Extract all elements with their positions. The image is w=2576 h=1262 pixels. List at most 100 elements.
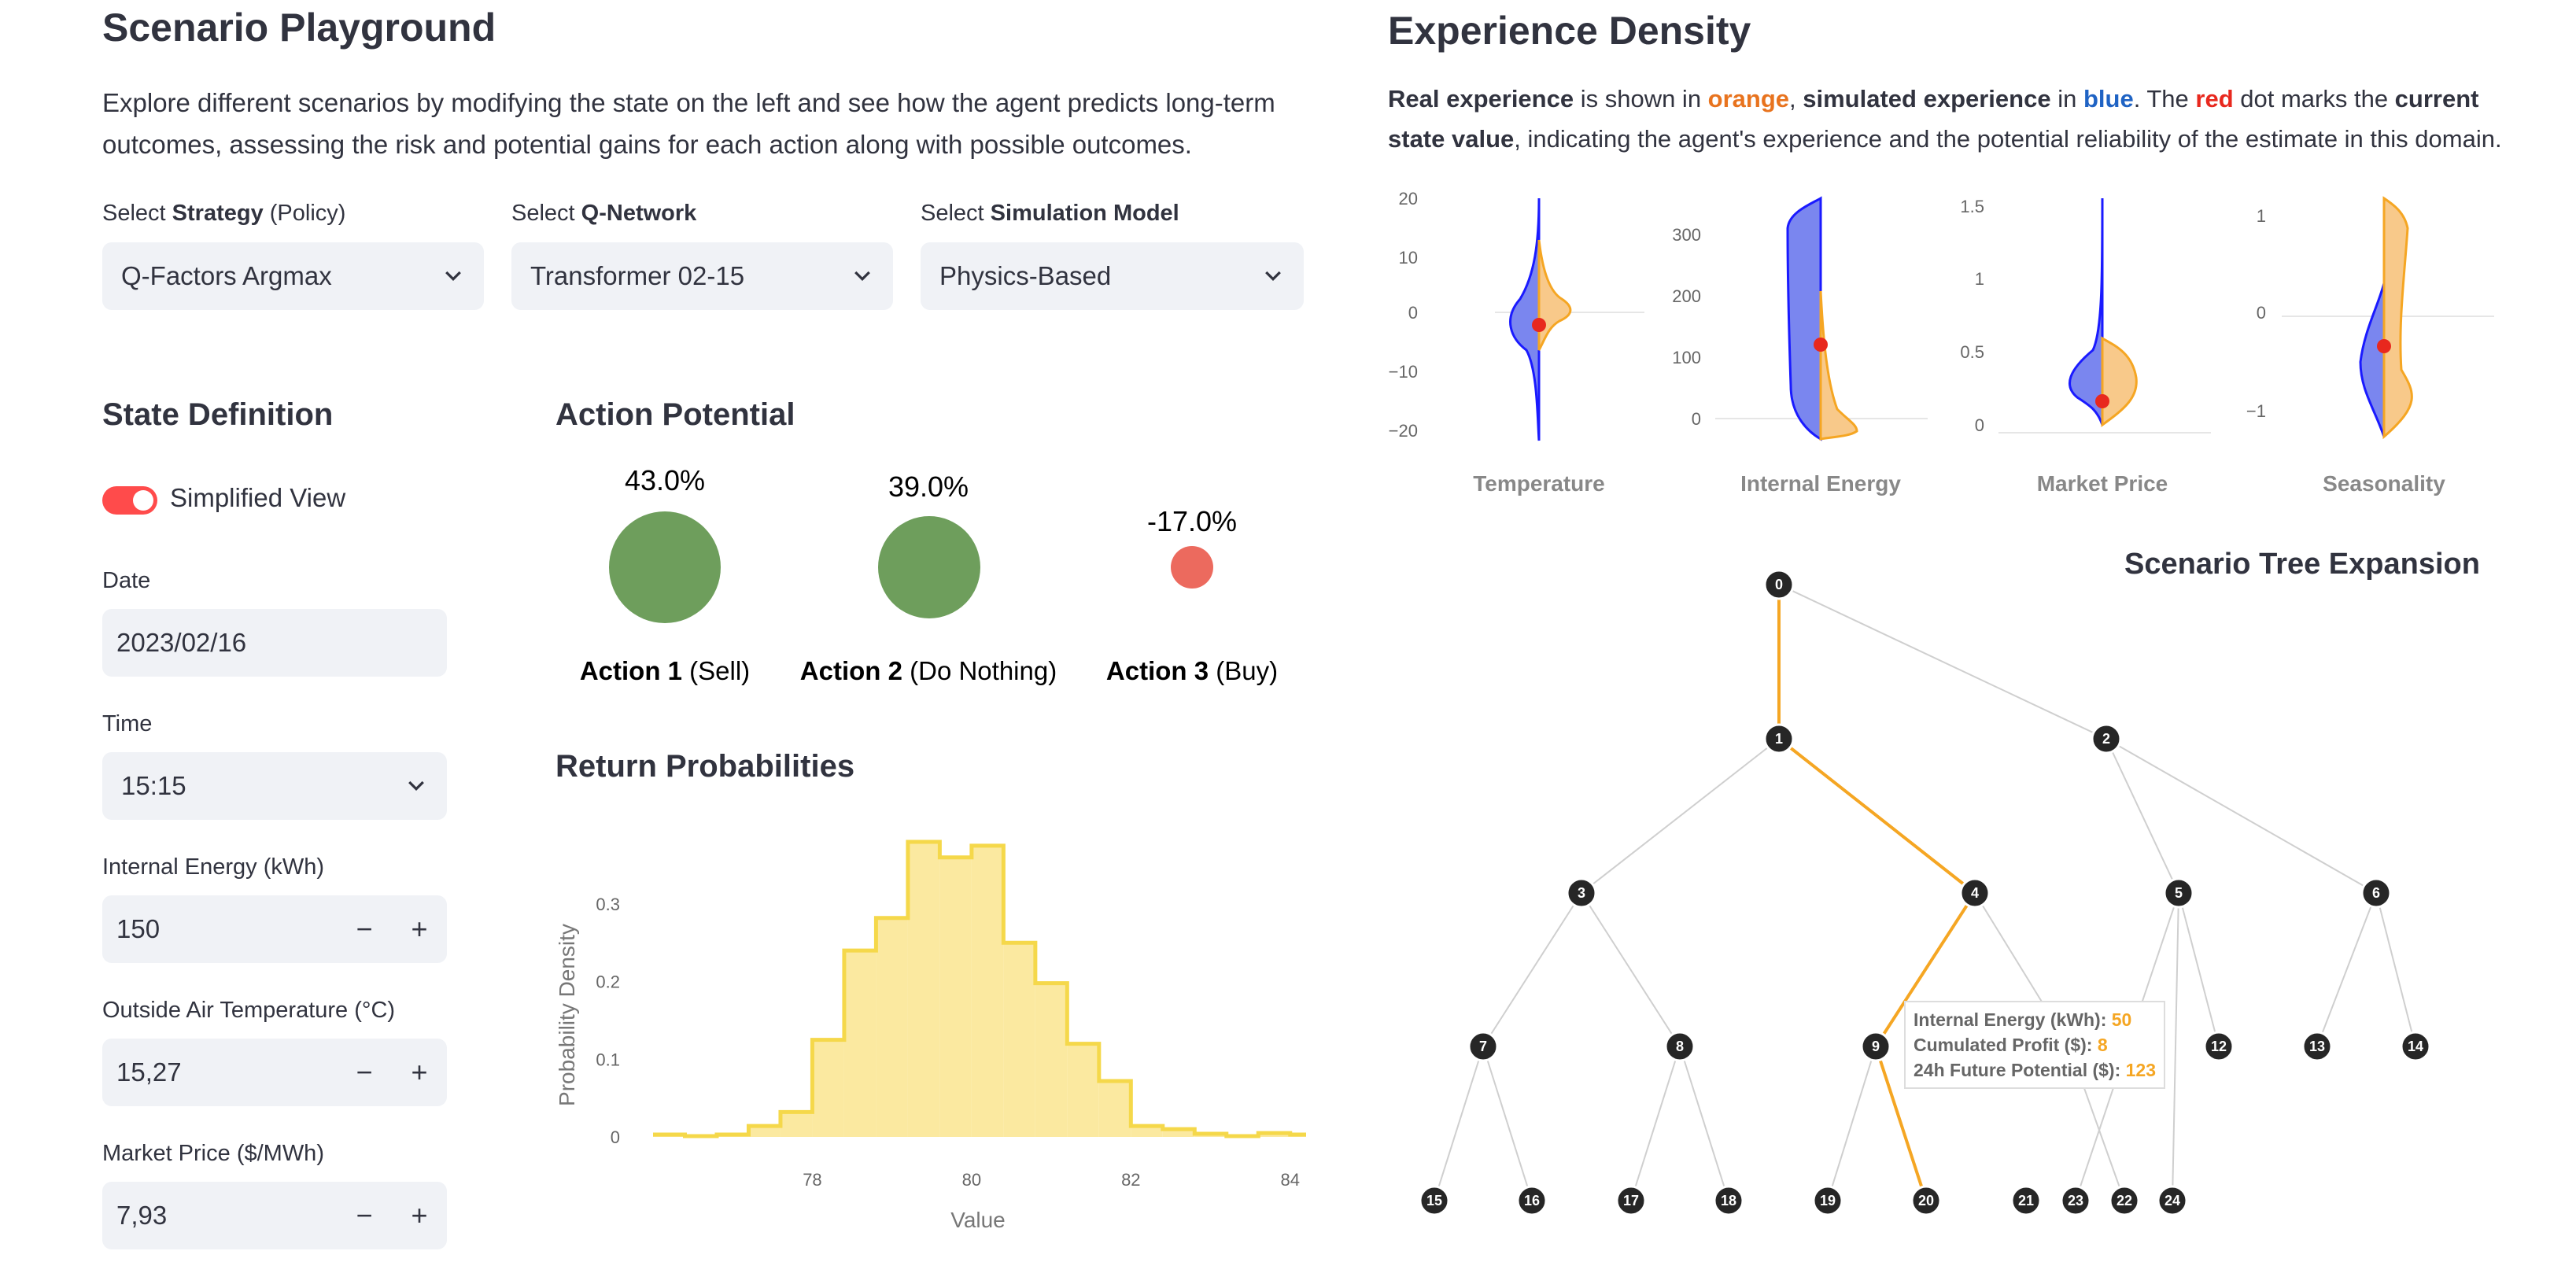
time-select[interactable]: 15:15 (102, 752, 447, 820)
market-price-value[interactable]: 7,93 (116, 1201, 168, 1230)
violin-label: Seasonality (2323, 471, 2445, 496)
date-label: Date (102, 568, 151, 593)
tree-node[interactable]: 3 (1566, 877, 1597, 909)
tree-node[interactable]: 23 (2060, 1185, 2091, 1216)
current-state-dot (2095, 394, 2109, 408)
svg-text:15: 15 (1426, 1193, 1442, 1208)
temperature-input[interactable]: 15,27 − + (102, 1039, 447, 1106)
x-tick-label: 78 (803, 1170, 821, 1190)
description-fragment: dot marks the (2233, 85, 2395, 113)
tick-label: 200 (1672, 286, 1701, 306)
current-state-dot (2377, 339, 2391, 353)
tree-node[interactable]: 12 (2203, 1031, 2235, 1062)
chevron-down-icon (445, 271, 461, 282)
action-3-bubble (1171, 546, 1213, 589)
market-price-label: Market Price ($/MWh) (102, 1141, 324, 1166)
histogram-bar (1035, 983, 1068, 1137)
x-tick-label: 80 (962, 1170, 981, 1190)
experience-density-plots: 20 10 0 −10 −20 Temperature 300 200 100 … (1389, 189, 2494, 496)
histogram-bar (876, 917, 908, 1137)
svg-text:16: 16 (1524, 1193, 1540, 1208)
tree-node[interactable]: 16 (1516, 1185, 1548, 1216)
description-fragment: is shown in (1574, 85, 1708, 113)
svg-text:3: 3 (1578, 885, 1585, 901)
seasonality-violin: 1 0 −1 Seasonality (2246, 196, 2494, 496)
decrement-button[interactable]: − (356, 913, 373, 945)
tree-node[interactable]: 17 (1615, 1185, 1647, 1216)
svg-text:5: 5 (2175, 885, 2183, 901)
violin-label: Market Price (2037, 471, 2168, 496)
tree-node[interactable]: 24 (2157, 1185, 2188, 1216)
market-price-violin: 1.5 1 0.5 0 Market Price (1960, 197, 2211, 496)
tick-label: −1 (2246, 401, 2266, 421)
strategy-select[interactable]: Q-Factors Argmax (102, 242, 484, 310)
qnetwork-select[interactable]: Transformer 02-15 (511, 242, 893, 310)
market-price-input[interactable]: 7,93 − + (102, 1182, 447, 1249)
tree-node[interactable]: 21 (2010, 1185, 2042, 1216)
svg-text:4: 4 (1971, 885, 1979, 901)
tree-node[interactable]: 4 (1959, 877, 1991, 909)
histogram-bar (1003, 943, 1035, 1137)
tree-node[interactable]: 5 (2163, 877, 2194, 909)
y-tick-label: 0.1 (596, 1050, 620, 1069)
strategy-select-label: Select Strategy (Policy) (102, 201, 346, 226)
experience-density-title: Experience Density (1388, 9, 1751, 53)
histogram-bar (939, 857, 972, 1137)
scenario-tree: 0 1 2 3 4 5 6 7 8 9 12 13 14 15 16 17 18… (1419, 569, 2431, 1216)
tree-node[interactable]: 19 (1812, 1185, 1843, 1216)
date-input[interactable]: 2023/02/16 (102, 609, 447, 677)
tick-label: 20 (1399, 189, 1418, 208)
histogram-bar (1067, 1043, 1099, 1137)
tree-node[interactable]: 9 (1860, 1031, 1891, 1062)
tree-node[interactable]: 14 (2400, 1031, 2431, 1062)
tree-node[interactable]: 15 (1419, 1185, 1450, 1216)
tooltip-energy-row: Internal Energy (kWh): 50 (1914, 1009, 2132, 1030)
state-definition-title: State Definition (102, 397, 334, 432)
tick-label: 100 (1672, 348, 1701, 367)
tree-node[interactable]: 18 (1713, 1185, 1744, 1216)
svg-text:6: 6 (2372, 885, 2380, 901)
histogram-bar (748, 1126, 781, 1137)
simmodel-select-label: Select Simulation Model (921, 201, 1179, 226)
energy-input[interactable]: 150 − + (102, 895, 447, 963)
temperature-value[interactable]: 15,27 (116, 1057, 182, 1087)
tree-node[interactable]: 0 (1763, 569, 1795, 600)
simplified-view-toggle[interactable] (102, 486, 157, 515)
tree-node[interactable]: 2 (2091, 723, 2122, 755)
tree-node[interactable]: 13 (2301, 1031, 2333, 1062)
simplified-view-label: Simplified View (170, 483, 346, 512)
tick-label: 0.5 (1960, 342, 1984, 362)
tree-node[interactable]: 22 (2109, 1185, 2140, 1216)
action-potential-title: Action Potential (555, 397, 795, 432)
action-1-bubble (609, 511, 721, 623)
increment-button[interactable]: + (411, 1056, 428, 1088)
current-state-dot (1814, 338, 1828, 352)
x-tick-label: 82 (1121, 1170, 1140, 1190)
description-fragment: Real experience (1388, 85, 1574, 113)
current-state-dot (1532, 318, 1546, 332)
action-1-label: Action 1 (Sell) (579, 656, 751, 685)
tree-node[interactable]: 1 (1763, 723, 1795, 755)
strategy-select-value: Q-Factors Argmax (121, 261, 332, 290)
action-3-label: Action 3 (Buy) (1105, 656, 1279, 685)
simmodel-select-value: Physics-Based (939, 261, 1112, 290)
decrement-button[interactable]: − (356, 1056, 373, 1088)
simmodel-select[interactable]: Physics-Based (921, 242, 1304, 310)
tick-label: 1 (1975, 269, 1984, 289)
tree-node[interactable]: 7 (1467, 1031, 1499, 1062)
energy-value[interactable]: 150 (116, 914, 161, 943)
decrement-button[interactable]: − (356, 1199, 373, 1231)
tree-node[interactable]: 20 (1910, 1185, 1942, 1216)
description-fragment: current state value (1388, 85, 2479, 153)
histogram-bar (1131, 1126, 1163, 1137)
increment-button[interactable]: + (411, 913, 428, 945)
tree-node[interactable]: 6 (2360, 877, 2392, 909)
svg-text:19: 19 (1820, 1193, 1836, 1208)
scenario-tree-title: Scenario Tree Expansion (2124, 548, 2480, 581)
svg-text:9: 9 (1872, 1039, 1880, 1054)
svg-text:0: 0 (1775, 577, 1783, 592)
tree-node[interactable]: 8 (1664, 1031, 1696, 1062)
increment-button[interactable]: + (411, 1199, 428, 1231)
svg-text:23: 23 (2068, 1193, 2083, 1208)
y-tick-label: 0.2 (596, 972, 620, 992)
